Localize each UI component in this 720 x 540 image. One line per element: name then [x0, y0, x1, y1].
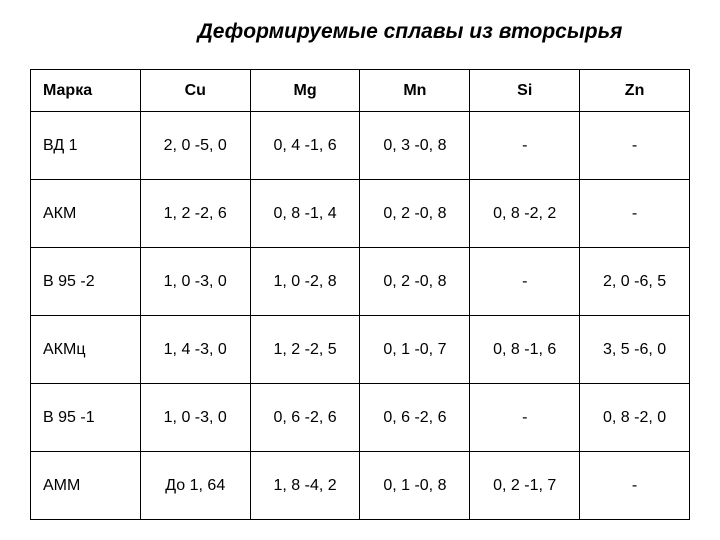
cell: 1, 0 -2, 8 [250, 248, 360, 316]
cell: 0, 8 -1, 6 [470, 316, 580, 384]
cell: 1, 8 -4, 2 [250, 452, 360, 520]
cell: В 95 -2 [31, 248, 141, 316]
cell: - [580, 112, 690, 180]
cell: 2, 0 -6, 5 [580, 248, 690, 316]
cell: 0, 8 -1, 4 [250, 180, 360, 248]
col-header-marka: Марка [31, 70, 141, 112]
cell: - [470, 112, 580, 180]
table-row: АКМ 1, 2 -2, 6 0, 8 -1, 4 0, 2 -0, 8 0, … [31, 180, 690, 248]
col-header-zn: Zn [580, 70, 690, 112]
cell: - [470, 384, 580, 452]
cell: ВД 1 [31, 112, 141, 180]
alloy-table: Марка Cu Mg Mn Si Zn ВД 1 2, 0 -5, 0 0, … [30, 69, 690, 520]
col-header-mn: Mn [360, 70, 470, 112]
cell: 0, 4 -1, 6 [250, 112, 360, 180]
cell: 0, 8 -2, 0 [580, 384, 690, 452]
cell: 0, 2 -0, 8 [360, 180, 470, 248]
cell: 0, 2 -0, 8 [360, 248, 470, 316]
table-row: В 95 -1 1, 0 -3, 0 0, 6 -2, 6 0, 6 -2, 6… [31, 384, 690, 452]
cell: - [580, 452, 690, 520]
col-header-cu: Cu [140, 70, 250, 112]
table-row: ВД 1 2, 0 -5, 0 0, 4 -1, 6 0, 3 -0, 8 - … [31, 112, 690, 180]
cell: 1, 4 -3, 0 [140, 316, 250, 384]
cell: 2, 0 -5, 0 [140, 112, 250, 180]
cell: 0, 1 -0, 7 [360, 316, 470, 384]
cell: 0, 2 -1, 7 [470, 452, 580, 520]
col-header-si: Si [470, 70, 580, 112]
col-header-mg: Mg [250, 70, 360, 112]
cell: - [580, 180, 690, 248]
table-header-row: Марка Cu Mg Mn Si Zn [31, 70, 690, 112]
table-row: АКМц 1, 4 -3, 0 1, 2 -2, 5 0, 1 -0, 7 0,… [31, 316, 690, 384]
cell: 0, 1 -0, 8 [360, 452, 470, 520]
cell: 1, 0 -3, 0 [140, 248, 250, 316]
cell: В 95 -1 [31, 384, 141, 452]
cell: 3, 5 -6, 0 [580, 316, 690, 384]
table-row: В 95 -2 1, 0 -3, 0 1, 0 -2, 8 0, 2 -0, 8… [31, 248, 690, 316]
cell: 0, 6 -2, 6 [250, 384, 360, 452]
cell: АММ [31, 452, 141, 520]
cell: АКМц [31, 316, 141, 384]
cell: 0, 8 -2, 2 [470, 180, 580, 248]
cell: До 1, 64 [140, 452, 250, 520]
cell: АКМ [31, 180, 141, 248]
cell: 0, 6 -2, 6 [360, 384, 470, 452]
cell: 1, 0 -3, 0 [140, 384, 250, 452]
cell: 1, 2 -2, 5 [250, 316, 360, 384]
page-title: Деформируемые сплавы из вторсырья [130, 20, 690, 44]
cell: 0, 3 -0, 8 [360, 112, 470, 180]
cell: - [470, 248, 580, 316]
cell: 1, 2 -2, 6 [140, 180, 250, 248]
table-row: АММ До 1, 64 1, 8 -4, 2 0, 1 -0, 8 0, 2 … [31, 452, 690, 520]
